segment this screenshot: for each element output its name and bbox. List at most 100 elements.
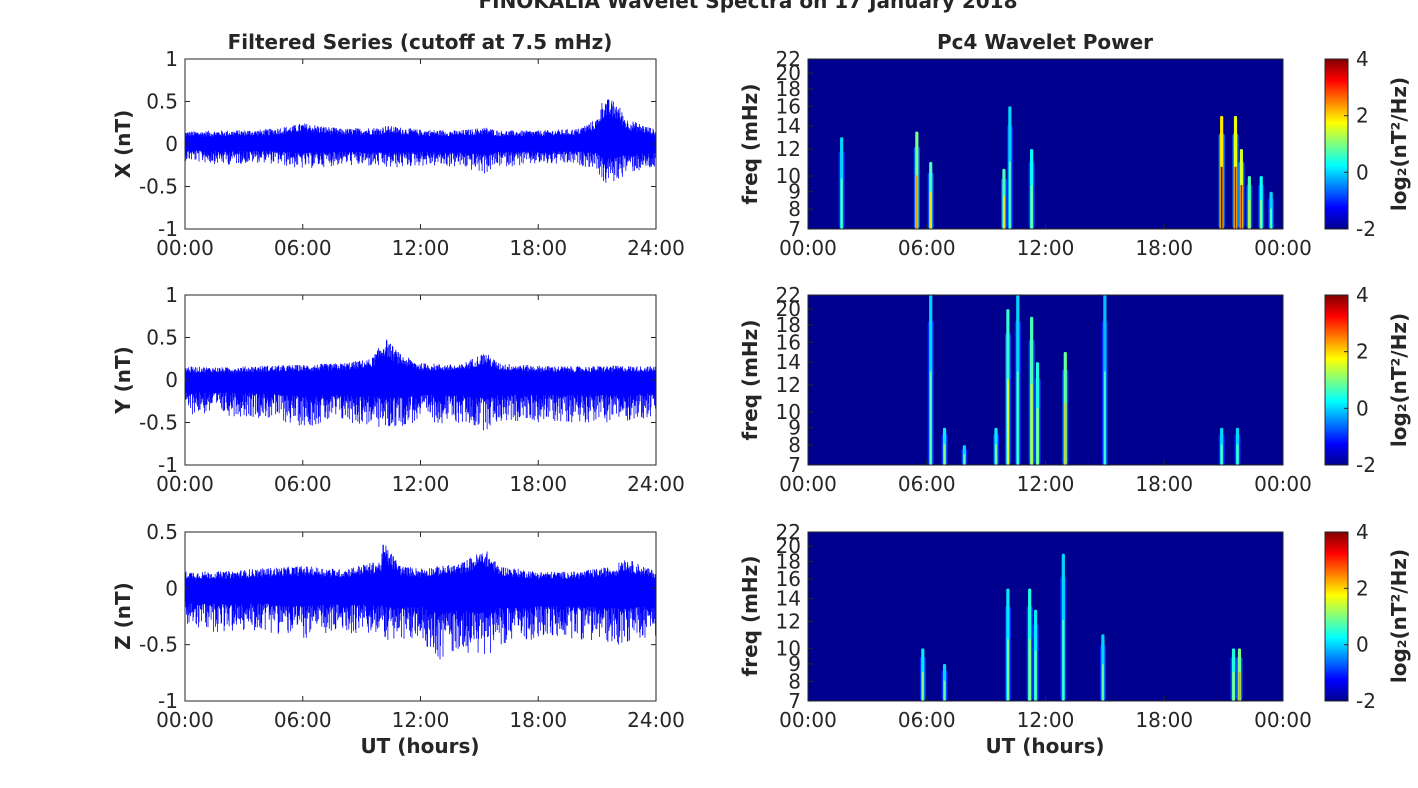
right-x-axis-label: UT (hours) — [985, 734, 1104, 758]
x-tick-label: 06:00 — [274, 472, 332, 496]
power-burst-core — [1260, 199, 1263, 229]
x-tick-label: 12:00 — [392, 236, 450, 260]
power-burst-core — [1238, 672, 1241, 701]
y-tick-label: 0.5 — [146, 90, 178, 114]
y-tick-label: 1 — [165, 47, 178, 71]
colorbar-tick-label: -2 — [1356, 453, 1376, 477]
x-tick-label: 00:00 — [779, 708, 837, 732]
power-burst-core — [1003, 195, 1005, 229]
colorbar-tick-label: 0 — [1356, 633, 1369, 657]
y-tick-label: -1 — [158, 689, 178, 713]
x-tick-label: 18:00 — [509, 708, 567, 732]
y-power-colorbar-label: log₂(nT²/Hz) — [1387, 313, 1411, 447]
y-tick-label: 7 — [788, 689, 801, 713]
power-burst-core — [1236, 444, 1239, 465]
power-burst-core — [1030, 383, 1033, 465]
x-power-colorbar-label: log₂(nT²/Hz) — [1387, 77, 1411, 211]
y-tick-label: 12 — [776, 373, 801, 397]
z-series-ylabel: Z (nT) — [111, 582, 135, 650]
y-tick-label: -1 — [158, 217, 178, 241]
z-power-panel: 00:00 06:00 12:00 18:00 00:00222018161412109… — [738, 520, 1411, 758]
x-tick-label: 00:00 — [779, 236, 837, 260]
colorbar-tick-label: 0 — [1356, 396, 1369, 420]
power-burst-core — [915, 175, 918, 229]
x-tick-label: 18:00 — [509, 236, 567, 260]
y-tick-label: 0.5 — [146, 326, 178, 350]
y-series-ylabel: Y (nT) — [111, 346, 135, 415]
y-tick-label: 0 — [165, 368, 178, 392]
right-column-title: Pc4 Wavelet Power — [937, 30, 1153, 54]
power-burst-core — [943, 444, 946, 465]
z-power-colorbar-ticks: 4 2 0 -2 — [1344, 520, 1376, 713]
y-tick-label: 10 — [776, 164, 801, 188]
power-burst-core — [1220, 166, 1223, 229]
y-tick-label: 9 — [788, 416, 801, 440]
x-series-ticks: 00:00 06:00 12:00 18:00 24:00 1 0.5 0 -0.5 -1 — [139, 47, 685, 260]
y-tick-label: 18 — [776, 550, 801, 574]
colorbar-tick-label: 4 — [1356, 283, 1369, 307]
x-tick-label: 18:00 — [1135, 708, 1193, 732]
colorbar-tick-label: 4 — [1356, 47, 1369, 71]
y-tick-label: 16 — [776, 567, 801, 591]
x-tick-label: 18:00 — [1135, 236, 1193, 260]
y-series-trace — [185, 339, 656, 431]
y-tick-label: -0.5 — [139, 633, 178, 657]
power-burst-core — [929, 192, 932, 229]
x-tick-label: 12:00 — [1017, 708, 1075, 732]
x-power-colorbar — [1324, 58, 1349, 230]
y-tick-label: 14 — [776, 114, 801, 138]
power-burst-core — [1234, 166, 1237, 229]
power-burst-core — [1034, 650, 1037, 701]
z-power-ylabel: freq (mHz) — [738, 556, 762, 677]
power-burst-core — [1006, 379, 1009, 465]
power-burst-core — [1103, 371, 1106, 465]
colorbar-tick-label: 0 — [1356, 160, 1369, 184]
y-power-panel: 00:00 06:00 12:00 18:00 00:00222018161412109… — [738, 283, 1411, 496]
z-series-panel: 00:00 06:00 12:00 18:00 24:00 0.5 0 -0.5 -1 Z (n… — [111, 520, 685, 758]
z-power-bursts — [919, 553, 1243, 701]
figure-title: FINOKALIA Wavelet Spectra on 17 January … — [478, 0, 1017, 13]
power-burst-core — [921, 672, 924, 701]
y-tick-label: 22 — [776, 520, 801, 544]
x-tick-label: 06:00 — [898, 708, 956, 732]
y-tick-label: 22 — [776, 47, 801, 71]
power-burst-core — [840, 178, 843, 229]
x-tick-label: 18:00 — [509, 472, 567, 496]
colorbar-tick-label: -2 — [1356, 217, 1376, 241]
series-trace-line — [185, 99, 656, 183]
x-tick-label: 12:00 — [1017, 472, 1075, 496]
x-tick-label: 00:00 — [156, 236, 214, 260]
x-tick-label: 12:00 — [392, 708, 450, 732]
y-tick-label: 20 — [776, 534, 801, 558]
x-series-panel: 00:00 06:00 12:00 18:00 24:00 1 0.5 0 -0.5 -1 X (… — [111, 47, 685, 260]
x-tick-label: 24:00 — [627, 708, 685, 732]
x-tick-label: 12:00 — [1017, 236, 1075, 260]
y-tick-label: 8 — [788, 669, 801, 693]
colorbar-tick-label: 2 — [1356, 576, 1369, 600]
power-burst-core — [995, 444, 997, 465]
power-burst-core — [963, 454, 966, 465]
y-power-colorbar-ticks: 4 2 0 -2 — [1344, 283, 1376, 477]
x-tick-label: 06:00 — [898, 472, 956, 496]
y-tick-label: 0 — [165, 132, 178, 156]
x-power-panel: 00:00 06:00 12:00 18:00 00:00222018161412109… — [738, 47, 1411, 260]
y-tick-label: 7 — [788, 453, 801, 477]
power-burst-core — [1240, 184, 1243, 229]
y-tick-label: 20 — [776, 61, 801, 85]
power-burst-core — [1008, 161, 1011, 229]
y-series-panel: 00:00 06:00 12:00 18:00 24:00 1 0.5 0 -0.5 -1 Y (… — [111, 283, 685, 496]
power-burst-core — [943, 680, 946, 701]
y-tick-label: 16 — [776, 94, 801, 118]
series-trace-line — [185, 339, 656, 431]
colorbar-tick-label: 4 — [1356, 520, 1369, 544]
power-burst-core — [1062, 619, 1065, 701]
z-power-colorbar — [1324, 531, 1349, 702]
power-burst-core — [1064, 402, 1067, 465]
y-tick-label: 0 — [165, 576, 178, 600]
z-power-colorbar-label: log₂(nT²/Hz) — [1387, 549, 1411, 683]
y-tick-label: 18 — [776, 313, 801, 337]
y-tick-label: 7 — [788, 217, 801, 241]
z-series-ticks: 00:00 06:00 12:00 18:00 24:00 0.5 0 -0.5 -1 — [139, 520, 685, 732]
y-tick-label: 10 — [776, 400, 801, 424]
x-tick-label: 24:00 — [627, 236, 685, 260]
